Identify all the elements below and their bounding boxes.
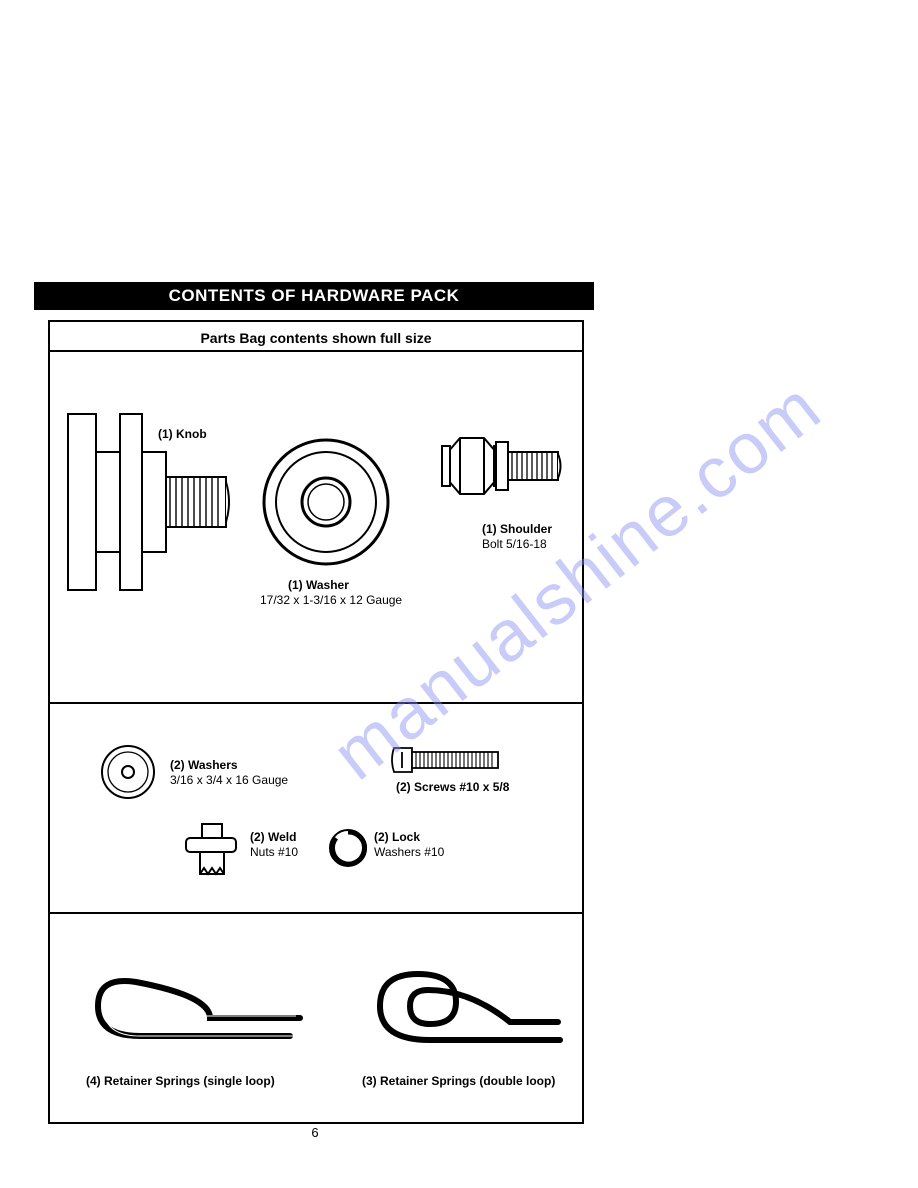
washer-label: (1) Washer (288, 578, 349, 592)
lock-washer-icon (326, 826, 370, 870)
shoulder-bolt-spec: Bolt 5/16-18 (482, 537, 547, 551)
washers-small-label: (2) Washers (170, 758, 238, 772)
shoulder-bolt-label: (1) Shoulder (482, 522, 552, 536)
hardware-pack-box: Parts Bag contents shown full size (48, 320, 584, 1124)
single-loop-label: (4) Retainer Springs (single loop) (86, 1074, 275, 1088)
washers-small-spec: 3/16 x 3/4 x 16 Gauge (170, 773, 288, 787)
lock-washers-label: (2) Lock (374, 830, 420, 844)
weld-nuts-label: (2) Weld (250, 830, 296, 844)
screws-label: (2) Screws #10 x 5/8 (396, 780, 509, 794)
weld-nuts-spec: Nuts #10 (250, 845, 298, 859)
retainer-spring-double-icon (360, 940, 570, 1070)
section-title-bar: CONTENTS OF HARDWARE PACK (34, 282, 594, 310)
divider-1 (50, 702, 582, 704)
weld-nut-icon (180, 820, 250, 880)
double-loop-label: (3) Retainer Springs (double loop) (362, 1074, 555, 1088)
lock-washers-spec: Washers #10 (374, 845, 444, 859)
knob-label: (1) Knob (158, 427, 207, 441)
subtitle-text: Parts Bag contents shown full size (200, 330, 431, 346)
page-number: 6 (0, 1125, 630, 1140)
washer-large-icon (256, 432, 396, 572)
screw-icon (388, 740, 508, 780)
divider-2 (50, 912, 582, 914)
washer-small-icon (98, 742, 158, 802)
manual-page: CONTENTS OF HARDWARE PACK Parts Bag cont… (0, 0, 918, 1188)
washer-spec: 17/32 x 1-3/16 x 12 Gauge (260, 593, 402, 607)
subtitle-box: Parts Bag contents shown full size (50, 326, 582, 352)
section-title: CONTENTS OF HARDWARE PACK (169, 286, 460, 305)
retainer-spring-single-icon (80, 940, 310, 1070)
